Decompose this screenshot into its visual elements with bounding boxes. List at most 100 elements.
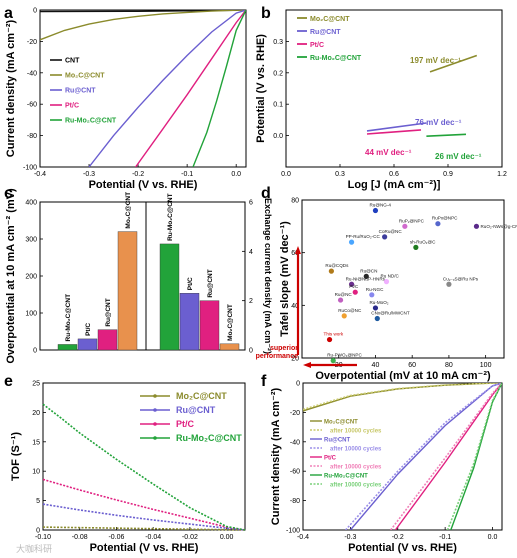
scatter-point	[372, 305, 379, 311]
bar-category-label: Mo₂C@CNT	[227, 304, 234, 341]
legend-label: Pt/C	[324, 456, 337, 462]
legend-label: Ru@CNT	[324, 438, 351, 444]
scatter-point	[382, 234, 388, 240]
y-tick-label: 100	[25, 311, 37, 318]
scatter-point	[369, 292, 375, 298]
y-tick-label: 80	[291, 198, 299, 205]
y-axis-label: Overpotential at 10 mA cm⁻² (mV)	[5, 188, 17, 364]
point-label: Ru-PWO₄@NPC	[327, 353, 362, 358]
x-tick-label: 0.3	[335, 171, 345, 178]
series-line	[429, 54, 478, 73]
legend-marker	[153, 422, 157, 426]
bar-category-label: Ru-Mo₂C@CNT	[167, 193, 174, 241]
y-tick-label: 10	[32, 469, 40, 476]
panel-f: f -0.4 -0.3 -0.2 -0.1 0.0 -100 -80 -60 -40 -20 0 Pot…	[261, 373, 503, 554]
x-tick-label: -0.02	[182, 534, 198, 541]
y-tick-label: -60	[27, 102, 37, 109]
y-tick-label: 5	[36, 498, 40, 505]
series-line	[349, 383, 502, 530]
point-label: RuPx@NPC	[432, 216, 458, 221]
y-tick-label: -100	[286, 528, 300, 535]
y-tick-label: 0.2	[273, 70, 283, 77]
x-tick-label: -0.06	[108, 534, 124, 541]
x-tick-label: -0.3	[83, 171, 95, 178]
x-tick-label: 60	[408, 362, 416, 369]
bar	[159, 243, 180, 351]
legend-label: CNT	[65, 58, 80, 65]
panel-a: a -0.4 -0.3 -0.2 -0.1 0.0 -100 -80 -60 -40 -20 0 Pot…	[4, 5, 247, 191]
legend-label: Pt/C	[310, 42, 324, 49]
point-label: Pt/C	[349, 284, 359, 289]
legend-label: Ru-Mo₂C@CNT	[176, 433, 242, 443]
x-tick-label: 0.0	[231, 171, 241, 178]
plot-frame	[42, 382, 246, 531]
arrow-label-line: performance	[256, 353, 299, 360]
slope-annotation: 44 mV dec⁻¹	[365, 148, 412, 157]
point-label: Ru@NC	[335, 292, 353, 297]
y-tick-label: 15	[32, 439, 40, 446]
x-axis-label: Potential (V vs. RHE)	[348, 542, 457, 554]
panel-letter: c	[4, 185, 13, 202]
point-label: Ru@NG-4	[369, 203, 391, 208]
scatter-point	[383, 279, 390, 285]
x-tick-label: 0.0	[488, 534, 498, 541]
y-tick-label: 25	[32, 381, 40, 388]
scatter-point	[363, 273, 369, 279]
y-tick-label: 0	[296, 381, 300, 388]
x-axis-label: Potential (V vs. RHE)	[90, 542, 199, 554]
panel-c: c 0 100 200 300 400 0 2 4 6 Ru-Mo₂C@CNT Pt/C Ru@CNT M…	[4, 185, 273, 364]
legend-label: Ru-Mo₂C@CNT	[310, 55, 362, 62]
panel-letter: b	[261, 5, 271, 22]
point-label: Ru-NGC	[366, 287, 384, 292]
panel-d: d2040608010020406080Ru@NG-4RuP₂@NPCRuPx@…	[256, 185, 517, 382]
bar	[199, 300, 220, 351]
x-tick-label: 0.00	[220, 534, 234, 541]
arrow-head	[295, 246, 301, 254]
y-axis-label: Tafel slope (mV dec⁻¹)	[279, 221, 291, 337]
series-line	[366, 122, 427, 132]
point-label: Ru@CQDs	[325, 263, 349, 268]
x-axis-label: Overpotential (mV at 10 mA cm⁻²)	[315, 370, 491, 382]
scatter-point	[372, 207, 379, 214]
bar-category-label: Pt/C	[85, 323, 92, 336]
legend-marker	[153, 408, 157, 412]
y-tick-label: 40	[291, 303, 299, 310]
series-line	[40, 10, 246, 41]
y-tick-label: 20	[291, 356, 299, 363]
legend-marker	[153, 436, 157, 440]
point-label: RuO₂-NWs@g-CN	[480, 224, 517, 229]
x-axis-label: Log [J (mA cm⁻²)]	[348, 179, 441, 191]
legend-marker	[153, 394, 157, 398]
scatter-point	[326, 336, 333, 343]
watermark: 大咖科研	[16, 543, 52, 554]
y-axis-label-right: Exchange current density (mA cm⁻²)	[263, 198, 273, 354]
x-tick-label: -0.2	[392, 534, 404, 541]
bar-category-label: Pt/C	[187, 277, 194, 290]
point-label: CNx@Ru/MWCNT	[371, 311, 410, 316]
y-tick-label: 300	[25, 237, 37, 244]
point-label: This work	[324, 332, 344, 337]
legend-label: Pt/C	[65, 103, 79, 110]
legend-label: Mo₂C@CNT	[65, 73, 105, 80]
scatter-point	[374, 315, 380, 322]
y-tick-label: 0.1	[273, 102, 283, 109]
panel-letter: e	[4, 373, 13, 390]
series-line	[192, 10, 246, 167]
series-line	[42, 503, 246, 531]
x-tick-label: 0.6	[389, 171, 399, 178]
series-line	[426, 133, 467, 137]
bar	[117, 231, 138, 351]
slope-annotation: 197 mV dec⁻¹	[410, 56, 461, 65]
series-line	[135, 10, 246, 167]
series-line	[42, 478, 246, 531]
point-label: RuCo@NC	[338, 308, 362, 313]
plot-frame	[302, 382, 503, 531]
scatter-point	[413, 244, 419, 250]
scatter-point	[328, 268, 334, 274]
x-tick-label: -0.1	[181, 171, 193, 178]
point-label: RuP₂@NPC	[399, 218, 425, 223]
point-label: Cu₂₋ₓS@Ru NPs	[443, 276, 479, 281]
panel-letter: a	[4, 5, 13, 22]
y-tick-label: 0	[36, 528, 40, 535]
point-label: Ru ND/C	[380, 274, 399, 279]
